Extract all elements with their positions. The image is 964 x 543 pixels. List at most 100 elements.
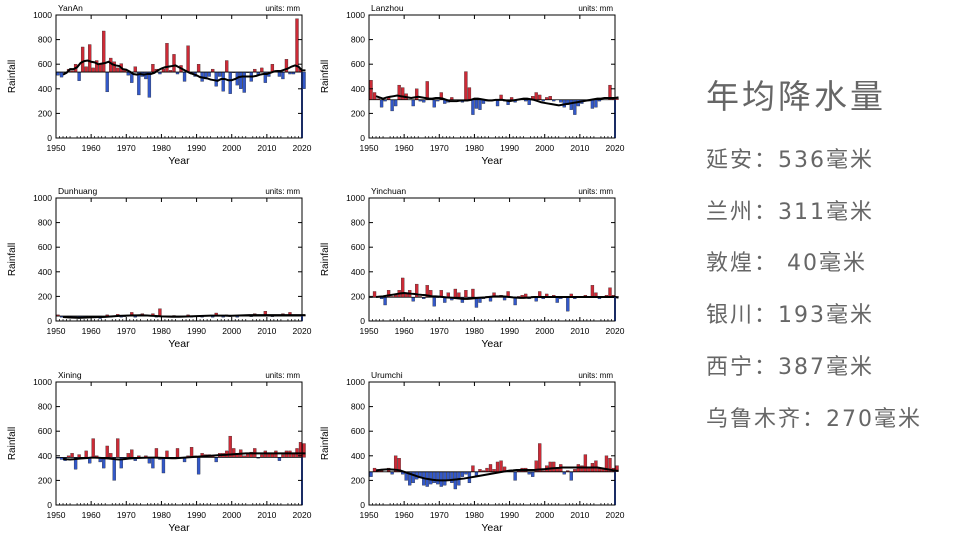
rainfall-bar	[485, 467, 489, 472]
x-tick-label: 1950	[47, 510, 66, 520]
y-tick-label: 0	[47, 500, 52, 510]
x-axis-label: Year	[168, 155, 190, 167]
rainfall-bar	[453, 288, 458, 298]
x-tick-label: 1970	[117, 143, 136, 153]
y-axis-label: Rainfall	[7, 243, 18, 276]
stat-xining: 西宁：387毫米	[706, 349, 874, 381]
y-tick-label: 400	[351, 267, 365, 277]
rainfall-bar	[594, 460, 598, 472]
rainfall-bar	[432, 471, 436, 484]
rainfall-bar	[126, 71, 130, 76]
plot-frame	[55, 197, 303, 322]
stat-yinchuan: 银川：193毫米	[706, 297, 874, 329]
x-axis-label: Year	[168, 338, 190, 350]
stat-name: 银川：	[706, 303, 779, 328]
rainfall-bar	[583, 454, 588, 472]
rainfall-bar	[151, 64, 155, 73]
x-tick-label: 2010	[257, 143, 276, 153]
stat-urumchi: 乌鲁木齐：270毫米	[706, 401, 922, 433]
summary-title: 年均降水量	[706, 77, 886, 116]
rainfall-bar	[548, 461, 552, 472]
rainfall-bar	[474, 99, 479, 109]
rainfall-bar	[126, 453, 130, 458]
rainfall-bar	[218, 71, 222, 77]
stat-value: 40	[778, 251, 820, 276]
x-tick-label: 1950	[360, 510, 379, 520]
chart-units: units: mm	[265, 4, 300, 13]
chart-units: units: mm	[578, 187, 613, 196]
y-tick-label: 200	[38, 291, 52, 301]
rainfall-bar	[196, 64, 201, 73]
chart-yanan: 1950 1960 1970 1980 1990 2000 2010 2020 0 200 400 6…	[7, 3, 312, 167]
x-tick-label: 2020	[293, 510, 312, 520]
y-tick-label: 800	[38, 218, 52, 228]
rainfall-bar	[397, 84, 401, 100]
smoothed-line	[62, 452, 306, 461]
rainfall-bar	[225, 60, 229, 73]
rainfall-bar	[432, 99, 436, 108]
rainfall-bar	[147, 71, 152, 98]
x-tick-label: 1980	[152, 510, 171, 520]
stat-unit: 毫米	[826, 200, 875, 225]
rainfall-bar	[471, 99, 475, 115]
x-tick-label: 1980	[465, 143, 484, 153]
rainfall-bar	[214, 71, 218, 87]
y-tick-label: 800	[351, 35, 365, 45]
stat-unit: 毫米	[874, 407, 923, 432]
stat-unit: 毫米	[826, 303, 875, 328]
x-tick-label: 1950	[47, 326, 66, 336]
rainfall-bar	[161, 457, 166, 474]
x-tick-label: 1980	[152, 143, 171, 153]
rainfall-bar	[165, 450, 169, 458]
stat-unit: 毫米	[819, 251, 868, 276]
rainfall-bar	[242, 71, 246, 93]
x-tick-label: 1990	[500, 326, 519, 336]
y-tick-label: 400	[38, 267, 52, 277]
rainfall-bar	[91, 67, 95, 73]
x-tick-label: 1980	[465, 326, 484, 336]
y-tick-label: 600	[351, 242, 365, 252]
rainfall-bar	[151, 457, 155, 469]
x-tick-label: 2010	[257, 326, 276, 336]
rainfall-bar	[239, 71, 243, 89]
y-tick-label: 400	[351, 84, 365, 94]
rainfall-bar	[534, 92, 538, 100]
rainfall-bar	[88, 44, 92, 73]
rainfall-bar	[548, 96, 552, 100]
rainfall-bar	[590, 285, 595, 298]
rainfall-bar	[499, 460, 503, 472]
smoothed-line	[375, 94, 619, 107]
rainfall-bar	[189, 447, 194, 458]
rainfall-bar	[228, 71, 232, 94]
stat-name: 敦煌：	[706, 251, 779, 276]
chart-units: units: mm	[265, 187, 300, 196]
y-axis-label: Rainfall	[320, 243, 331, 276]
x-axis-label: Year	[168, 522, 190, 534]
rainfall-bar	[450, 471, 454, 484]
chart-lanzhou: 1950 1960 1970 1980 1990 2000 2010 2020 0 200 400 6…	[320, 3, 625, 167]
rainfall-bar	[281, 71, 285, 80]
x-tick-label: 2020	[293, 326, 312, 336]
stat-value: 193	[778, 303, 827, 328]
rainfall-bar	[390, 99, 394, 112]
x-tick-label: 1950	[47, 143, 66, 153]
y-tick-label: 200	[351, 475, 365, 485]
x-tick-label: 2010	[570, 510, 589, 520]
rainfall-bar	[436, 471, 440, 485]
rainfall-bar	[91, 438, 95, 458]
y-tick-label: 600	[351, 59, 365, 69]
rainfall-bar	[70, 453, 74, 458]
rainfall-bar	[513, 471, 517, 481]
x-tick-label: 2020	[606, 143, 625, 153]
rainfall-bar	[552, 461, 556, 472]
y-tick-label: 0	[47, 316, 52, 326]
rainfall-bar	[464, 290, 468, 298]
rainfall-bar	[221, 71, 225, 92]
x-axis-label: Year	[481, 522, 503, 534]
y-axis-label: Rainfall	[7, 427, 18, 460]
rainfall-bar	[175, 448, 180, 458]
rainfall-bar	[369, 80, 373, 100]
rainfall-bar	[207, 71, 211, 77]
y-tick-label: 1000	[33, 10, 52, 20]
